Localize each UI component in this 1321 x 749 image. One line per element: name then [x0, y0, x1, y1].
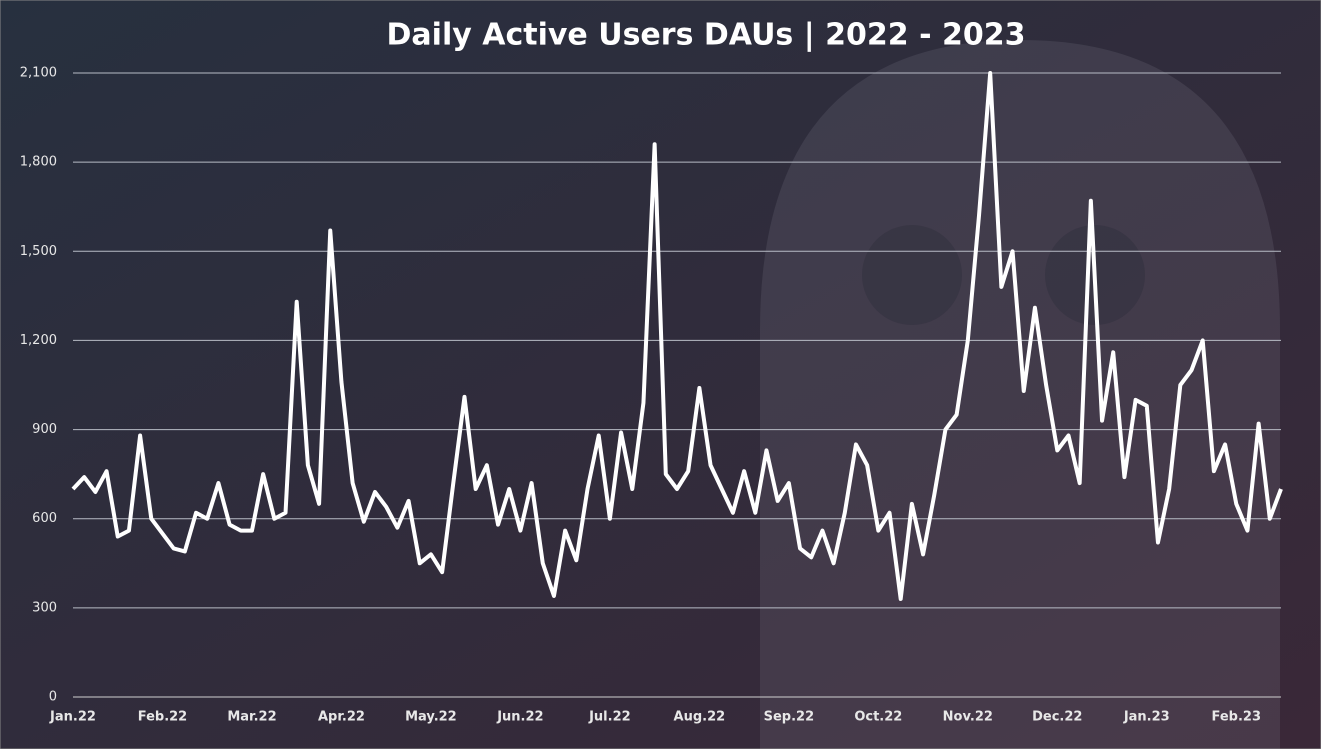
- chart-title: Daily Active Users DAUs | 2022 - 2023: [387, 18, 1026, 53]
- y-tick-label: 1,500: [20, 244, 57, 259]
- x-tick-label: Sep.22: [764, 710, 815, 725]
- y-tick-label: 1,800: [20, 155, 57, 170]
- y-tick-label: 0: [49, 690, 57, 705]
- x-tick-label: Dec.22: [1032, 710, 1082, 725]
- x-tick-label: Oct.22: [854, 710, 902, 725]
- x-tick-label: May.22: [405, 710, 457, 725]
- data-line: [71, 71, 1283, 601]
- y-tick-label: 600: [32, 511, 57, 526]
- y-tick-label: 900: [32, 422, 57, 437]
- x-tick-label: Jan.23: [1123, 710, 1170, 725]
- x-tick-label: Aug.22: [674, 710, 726, 725]
- y-tick-label: 1,200: [20, 333, 57, 348]
- x-tick-label: Jan.22: [49, 710, 96, 725]
- y-tick-label: 300: [32, 600, 57, 615]
- x-tick-label: Feb.22: [138, 710, 188, 725]
- x-tick-label: Jul.22: [588, 710, 631, 725]
- y-tick-label: 2,100: [20, 66, 57, 81]
- x-tick-label: Apr.22: [318, 710, 365, 725]
- ghost-eyes: [862, 225, 1145, 325]
- ghost-decoration: [760, 40, 1280, 749]
- x-tick-label: Jun.22: [496, 710, 543, 725]
- x-tick-label: Mar.22: [227, 710, 276, 725]
- x-tick-label: Feb.23: [1212, 710, 1262, 725]
- x-tick-label: Nov.22: [943, 710, 993, 725]
